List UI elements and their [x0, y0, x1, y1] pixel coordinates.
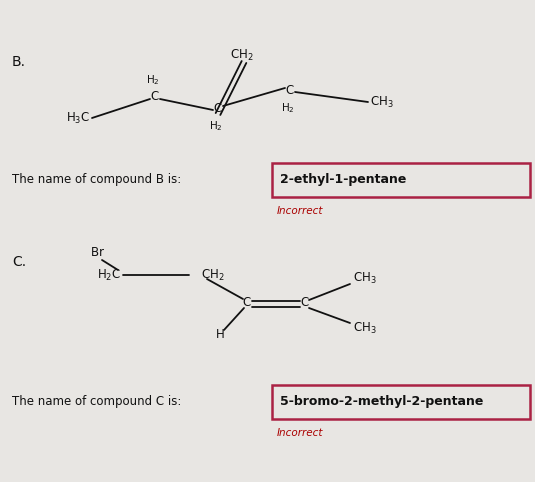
Text: $\mathregular{C}$: $\mathregular{C}$: [285, 83, 295, 96]
Text: The name of compound C is:: The name of compound C is:: [12, 396, 181, 409]
Text: 5-bromo-2-methyl-2-pentane: 5-bromo-2-methyl-2-pentane: [280, 396, 484, 409]
Text: $\mathregular{CH_3}$: $\mathregular{CH_3}$: [370, 94, 394, 109]
Text: $\mathregular{CH_2}$: $\mathregular{CH_2}$: [230, 47, 254, 63]
Text: C.: C.: [12, 255, 26, 269]
Text: 2-ethyl-1-pentane: 2-ethyl-1-pentane: [280, 174, 407, 187]
Text: $\mathregular{H}$: $\mathregular{H}$: [215, 329, 225, 342]
Text: $\mathregular{CH_2}$: $\mathregular{CH_2}$: [201, 268, 225, 282]
Text: $\mathregular{H_2}$: $\mathregular{H_2}$: [209, 119, 223, 133]
Text: $\mathregular{C}$: $\mathregular{C}$: [242, 296, 252, 309]
Text: $\mathregular{Br}$: $\mathregular{Br}$: [90, 245, 105, 258]
Text: $\mathregular{C}$: $\mathregular{C}$: [300, 296, 310, 309]
Text: $\mathregular{C}$: $\mathregular{C}$: [213, 102, 223, 115]
Text: Incorrect: Incorrect: [277, 206, 324, 216]
Text: The name of compound B is:: The name of compound B is:: [12, 174, 181, 187]
Text: $\mathregular{C}$: $\mathregular{C}$: [150, 90, 160, 103]
Bar: [272, 385, 530, 419]
Text: Incorrect: Incorrect: [277, 428, 324, 438]
Bar: [272, 163, 530, 197]
Text: $\mathregular{H_2C}$: $\mathregular{H_2C}$: [97, 268, 121, 282]
Text: $\mathregular{H_2}$: $\mathregular{H_2}$: [281, 101, 295, 115]
Text: $\mathregular{H_3C}$: $\mathregular{H_3C}$: [66, 110, 90, 125]
Text: B.: B.: [12, 55, 26, 69]
Text: $\mathregular{H_2}$: $\mathregular{H_2}$: [146, 73, 160, 87]
Text: $\mathregular{CH_3}$: $\mathregular{CH_3}$: [353, 321, 377, 335]
Text: $\mathregular{CH_3}$: $\mathregular{CH_3}$: [353, 270, 377, 285]
